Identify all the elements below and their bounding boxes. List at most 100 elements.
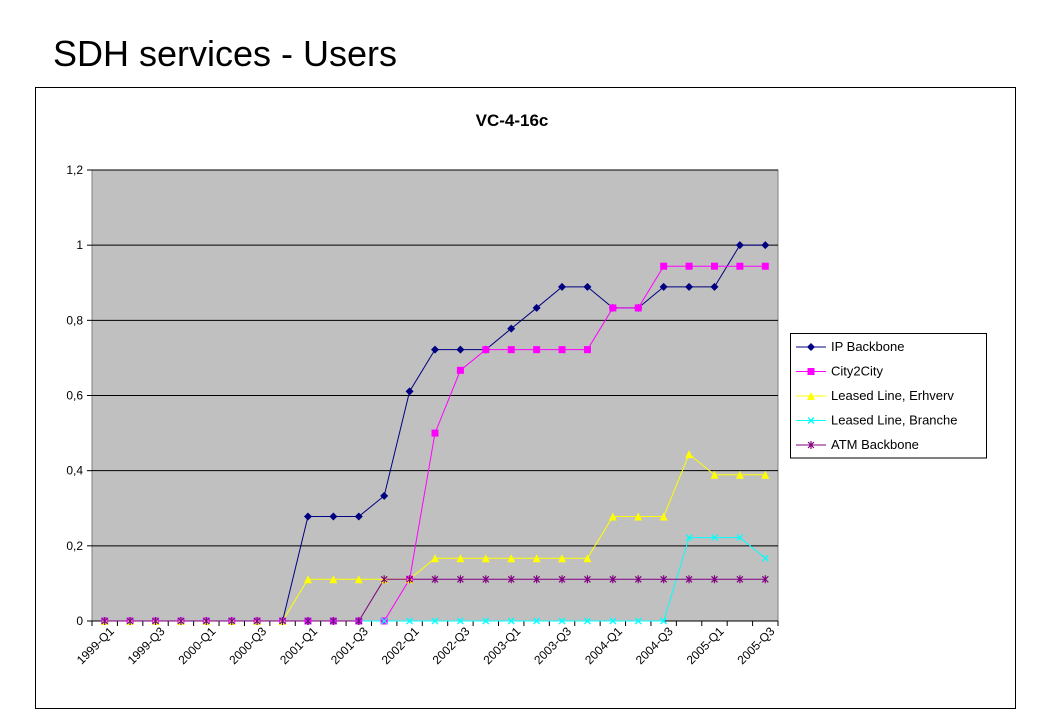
marker bbox=[660, 575, 668, 584]
marker bbox=[279, 617, 286, 625]
marker bbox=[532, 554, 541, 563]
marker bbox=[354, 512, 363, 521]
marker bbox=[807, 343, 815, 351]
marker bbox=[482, 575, 490, 584]
marker bbox=[735, 241, 744, 250]
marker bbox=[329, 512, 338, 521]
marker bbox=[736, 262, 744, 270]
series-markers bbox=[101, 575, 769, 625]
marker bbox=[456, 617, 464, 625]
marker bbox=[380, 491, 389, 500]
marker bbox=[584, 575, 591, 584]
marker bbox=[253, 617, 261, 625]
marker bbox=[711, 534, 718, 542]
marker bbox=[431, 429, 439, 437]
marker bbox=[659, 282, 668, 291]
marker bbox=[558, 617, 566, 625]
legend-label: Leased Line, Branche bbox=[831, 413, 957, 428]
marker bbox=[431, 345, 439, 354]
marker bbox=[228, 617, 236, 625]
marker bbox=[736, 575, 744, 584]
marker bbox=[685, 262, 693, 270]
marker bbox=[583, 282, 592, 291]
y-tick-label: 0,6 bbox=[66, 389, 83, 403]
marker bbox=[807, 368, 815, 375]
marker bbox=[660, 262, 668, 270]
marker bbox=[634, 575, 642, 584]
marker bbox=[659, 512, 668, 521]
marker bbox=[583, 346, 591, 354]
marker bbox=[533, 346, 541, 354]
marker bbox=[807, 417, 815, 424]
y-tick-label: 0,4 bbox=[66, 464, 83, 478]
y-tick-label: 0,8 bbox=[66, 313, 83, 327]
marker bbox=[533, 617, 541, 625]
marker bbox=[736, 534, 744, 542]
marker bbox=[761, 262, 769, 270]
marker bbox=[710, 282, 719, 291]
marker bbox=[152, 617, 159, 625]
marker bbox=[329, 617, 337, 625]
marker bbox=[583, 554, 592, 563]
y-tick-label: 1,2 bbox=[66, 163, 83, 177]
chart-title: VC-4-16c bbox=[476, 111, 549, 130]
y-tick-label: 1 bbox=[76, 238, 83, 252]
marker bbox=[735, 470, 744, 479]
marker bbox=[807, 441, 815, 449]
marker bbox=[456, 345, 465, 354]
legend-label: City2City bbox=[831, 364, 884, 379]
marker bbox=[380, 575, 388, 584]
marker bbox=[482, 617, 490, 625]
marker bbox=[431, 554, 439, 563]
marker bbox=[532, 303, 541, 312]
marker bbox=[431, 617, 439, 625]
marker bbox=[507, 346, 515, 354]
marker bbox=[685, 450, 694, 459]
marker bbox=[507, 617, 515, 625]
marker bbox=[304, 617, 312, 625]
marker bbox=[177, 617, 185, 625]
marker bbox=[507, 324, 516, 333]
marker bbox=[761, 241, 770, 250]
marker bbox=[609, 575, 617, 584]
marker bbox=[634, 304, 642, 312]
marker bbox=[431, 575, 439, 584]
marker bbox=[202, 617, 210, 625]
marker bbox=[711, 575, 718, 584]
marker bbox=[710, 470, 719, 479]
marker bbox=[507, 575, 515, 584]
marker bbox=[583, 617, 591, 625]
marker bbox=[761, 575, 769, 584]
y-tick-label: 0 bbox=[76, 614, 83, 628]
marker bbox=[660, 617, 668, 625]
marker bbox=[354, 575, 363, 584]
marker bbox=[558, 346, 566, 354]
marker bbox=[456, 554, 465, 563]
marker bbox=[685, 534, 693, 542]
legend-label: ATM Backbone bbox=[831, 437, 919, 452]
marker bbox=[609, 617, 617, 625]
marker bbox=[558, 554, 567, 563]
marker bbox=[482, 346, 490, 354]
marker bbox=[405, 387, 414, 396]
y-tick-label: 0,2 bbox=[66, 539, 83, 553]
marker bbox=[126, 617, 134, 625]
marker bbox=[101, 617, 109, 625]
marker bbox=[761, 470, 770, 479]
marker bbox=[609, 304, 617, 312]
marker bbox=[685, 282, 694, 291]
marker bbox=[608, 512, 617, 521]
marker bbox=[456, 575, 464, 584]
marker bbox=[634, 617, 642, 625]
legend-label: IP Backbone bbox=[831, 339, 904, 354]
marker bbox=[807, 392, 815, 400]
marker bbox=[329, 575, 338, 584]
marker bbox=[558, 282, 567, 291]
marker bbox=[406, 617, 414, 625]
marker bbox=[710, 262, 718, 270]
marker bbox=[685, 575, 693, 584]
legend-label: Leased Line, Erhverv bbox=[831, 388, 954, 403]
marker bbox=[761, 554, 769, 562]
